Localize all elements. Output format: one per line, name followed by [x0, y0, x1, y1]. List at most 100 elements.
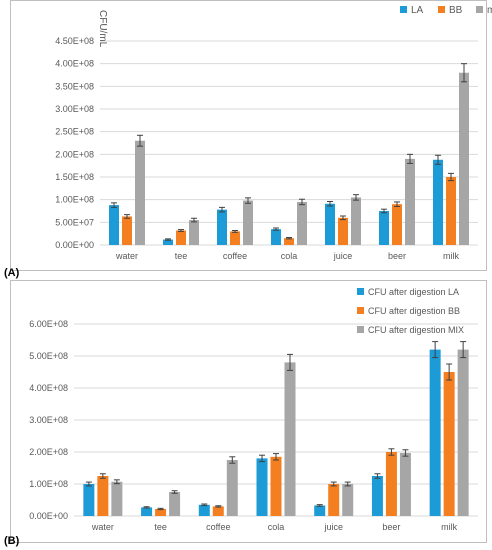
y-tick-label: 5.00E+07	[55, 217, 94, 227]
bar-cfu-after-digestion-mix-juice	[342, 484, 354, 516]
y-tick-label: 2.00E+08	[55, 149, 94, 159]
bar-cfu-after-digestion-mix-cola	[284, 362, 296, 516]
legend-swatch-cfu-after-digestion-bb	[357, 307, 364, 314]
bar-la-milk	[433, 159, 443, 245]
bar-mix-beer	[405, 158, 415, 245]
panel-b-border	[10, 280, 487, 543]
bar-mix-cola	[297, 201, 307, 245]
bar-cfu-after-digestion-bb-tee	[155, 508, 167, 516]
bar-cfu-after-digestion-mix-coffee	[226, 460, 238, 516]
x-tick-label-tee: tee	[154, 522, 167, 532]
legend-swatch-bb	[438, 6, 445, 13]
legend-label-cfu-after-digestion-bb: CFU after digestion BB	[368, 306, 460, 316]
y-tick-label: 4.00E+08	[29, 383, 68, 393]
bar-la-beer	[379, 211, 389, 245]
x-tick-label-milk: milk	[441, 522, 457, 532]
bar-mix-coffee	[243, 200, 253, 245]
x-tick-label-water: water	[91, 522, 114, 532]
bar-la-cola	[271, 229, 281, 245]
bar-bb-beer	[392, 204, 402, 245]
y-tick-label: 3.00E+08	[55, 104, 94, 114]
panel-a-y-ticks: 0.00E+00 5.00E+07 1.00E+08 1.50E+08 2.00E+08…	[55, 36, 94, 250]
bar-cfu-after-digestion-la-coffee	[198, 504, 210, 516]
bar-bb-cola	[284, 238, 294, 245]
bar-bb-water	[122, 216, 132, 245]
bar-cfu-after-digestion-bb-milk	[443, 372, 455, 516]
legend-label-cfu-after-digestion-la: CFU after digestion LA	[368, 287, 459, 297]
bar-bb-tee	[176, 230, 186, 245]
panel-a-x-ticks: water tee coffee cola juice beer milk	[115, 251, 460, 261]
y-tick-label: 2.50E+08	[55, 127, 94, 137]
x-tick-label-beer: beer	[382, 522, 400, 532]
panel-b-legend: CFU after digestion LA CFU after digestio…	[357, 287, 464, 335]
bar-mix-juice	[351, 197, 361, 245]
panel-label-b: (B)	[4, 535, 20, 547]
legend-swatch-cfu-after-digestion-la	[357, 288, 364, 295]
chart-panel-b: 0.00E+00 1.00E+08 2.00E+08 3.00E+08 4.00E+08…	[4, 280, 487, 547]
bar-cfu-after-digestion-bb-coffee	[212, 506, 224, 516]
x-tick-label-cola: cola	[281, 251, 298, 261]
x-tick-label-water: water	[115, 251, 138, 261]
bar-cfu-after-digestion-bb-water	[97, 476, 109, 516]
bar-cfu-after-digestion-mix-water	[111, 481, 123, 516]
y-tick-label: 0.00E+00	[29, 511, 68, 521]
y-tick-label: 6.00E+08	[29, 319, 68, 329]
x-tick-label-coffee: coffee	[223, 251, 247, 261]
y-tick-label: 3.50E+08	[55, 81, 94, 91]
bar-la-water	[109, 205, 119, 245]
bar-cfu-after-digestion-bb-juice	[328, 484, 340, 516]
bar-la-juice	[325, 203, 335, 245]
bar-bb-juice	[338, 217, 348, 245]
y-tick-label: 4.00E+08	[55, 59, 94, 69]
bar-cfu-after-digestion-la-milk	[429, 349, 441, 516]
legend-label-cfu-after-digestion-mix: CFU after digestion MIX	[368, 325, 464, 335]
legend-swatch-mix	[476, 6, 483, 13]
chart-panel-a: 0.00E+00 5.00E+07 1.00E+08 1.50E+08 2.00E+08…	[4, 0, 492, 279]
x-tick-label-beer: beer	[388, 251, 406, 261]
y-tick-label: 2.00E+08	[29, 447, 68, 457]
bar-mix-milk	[459, 72, 469, 245]
y-tick-label: 5.00E+08	[29, 351, 68, 361]
bar-cfu-after-digestion-la-cola	[256, 458, 268, 516]
x-tick-label-tee: tee	[175, 251, 188, 261]
y-tick-label: 0.00E+00	[55, 240, 94, 250]
x-tick-label-cola: cola	[268, 522, 285, 532]
bar-mix-tee	[189, 220, 199, 245]
bar-cfu-after-digestion-mix-beer	[399, 452, 411, 516]
panel-label-a: (A)	[4, 267, 20, 279]
x-tick-label-coffee: coffee	[206, 522, 230, 532]
bar-la-tee	[163, 239, 173, 245]
x-tick-label-juice: juice	[323, 522, 343, 532]
legend-swatch-cfu-after-digestion-mix	[357, 326, 364, 333]
bar-cfu-after-digestion-la-tee	[141, 507, 153, 516]
panel-a-legend: LA BB mix	[400, 5, 492, 16]
bar-cfu-after-digestion-bb-cola	[270, 456, 282, 516]
legend-label-la: LA	[411, 5, 424, 16]
panel-b-y-ticks: 0.00E+00 1.00E+08 2.00E+08 3.00E+08 4.00E+08…	[29, 319, 68, 521]
x-tick-label-juice: juice	[333, 251, 353, 261]
bar-cfu-after-digestion-bb-beer	[385, 452, 397, 516]
bar-cfu-after-digestion-la-water	[83, 484, 95, 516]
y-tick-label: 3.00E+08	[29, 415, 68, 425]
bar-bb-milk	[446, 177, 456, 245]
bar-cfu-after-digestion-la-beer	[371, 476, 383, 516]
y-tick-label: 1.00E+08	[29, 479, 68, 489]
y-tick-label: 1.00E+08	[55, 195, 94, 205]
legend-label-mix: mix	[487, 5, 492, 16]
bar-bb-coffee	[230, 231, 240, 245]
bar-la-coffee	[217, 209, 227, 245]
panel-a-bars	[109, 63, 469, 245]
x-tick-label-milk: milk	[443, 251, 459, 261]
y-tick-label: 4.50E+08	[55, 36, 94, 46]
legend-swatch-la	[400, 6, 407, 13]
legend-label-bb: BB	[449, 5, 463, 16]
bar-mix-water	[135, 140, 145, 245]
panel-b-bars	[83, 341, 469, 516]
bar-cfu-after-digestion-la-juice	[314, 505, 326, 516]
bar-cfu-after-digestion-mix-milk	[457, 349, 469, 516]
y-axis-label: CFU/mL	[97, 10, 108, 48]
panel-b-x-ticks: water tee coffee cola juice beer milk	[91, 522, 458, 532]
bar-cfu-after-digestion-mix-tee	[169, 492, 181, 516]
y-tick-label: 1.50E+08	[55, 172, 94, 182]
